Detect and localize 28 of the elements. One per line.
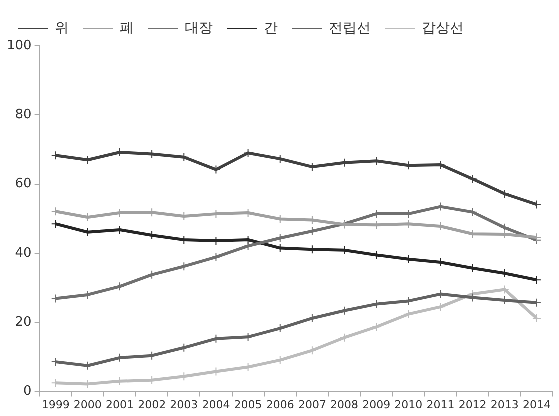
- x-tick-label: 2002: [138, 398, 166, 412]
- x-tick-label: 2004: [202, 398, 230, 412]
- x-tick-label: 2008: [330, 398, 359, 412]
- legend-label: 전립선: [329, 20, 371, 37]
- legend-label: 폐: [120, 20, 134, 37]
- legend-label: 간: [264, 20, 278, 37]
- x-tick-label: 2000: [74, 398, 102, 412]
- x-tick-label: 2013: [490, 398, 519, 412]
- legend-label: 대장: [185, 20, 213, 37]
- y-tick-label: 0: [24, 384, 32, 400]
- y-tick-label: 100: [6, 38, 32, 54]
- y-tick-label: 20: [15, 315, 32, 330]
- legend-label: 위: [55, 20, 69, 37]
- legend-label: 갑상선: [422, 20, 464, 37]
- x-tick-label: 2010: [394, 398, 423, 412]
- x-tick-label: 2007: [298, 398, 326, 412]
- x-tick-label: 2011: [426, 398, 455, 412]
- x-tick-label: 2001: [106, 398, 134, 412]
- x-tick-label: 2003: [170, 398, 198, 412]
- y-tick-label: 40: [15, 246, 32, 261]
- x-tick-label: 2006: [266, 398, 294, 412]
- x-tick-label: 1999: [42, 398, 70, 412]
- x-tick-label: 2005: [234, 398, 262, 412]
- x-tick-label: 2012: [458, 398, 487, 412]
- y-tick-label: 80: [15, 108, 32, 123]
- x-tick-label: 2014: [522, 398, 551, 412]
- y-tick-label: 60: [15, 176, 32, 192]
- x-tick-label: 2009: [362, 398, 391, 412]
